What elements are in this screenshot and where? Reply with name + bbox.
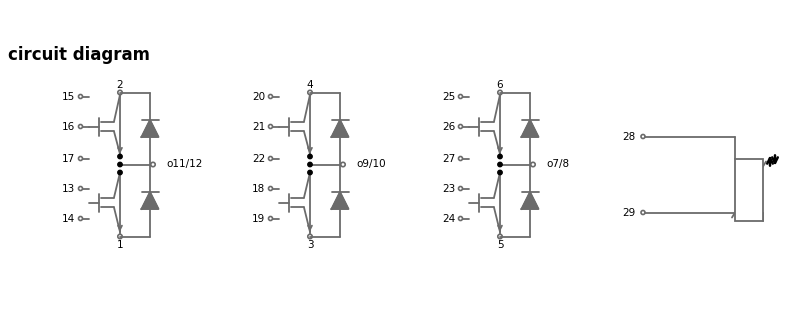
Text: 15: 15 xyxy=(62,92,76,101)
Text: o11/12: o11/12 xyxy=(166,160,202,169)
Text: 14: 14 xyxy=(62,213,76,224)
Text: 13: 13 xyxy=(62,183,76,194)
Text: 1: 1 xyxy=(117,240,123,249)
Text: 3: 3 xyxy=(307,240,313,249)
Circle shape xyxy=(118,170,122,175)
Circle shape xyxy=(498,162,503,167)
Circle shape xyxy=(308,162,312,167)
Text: o9/10: o9/10 xyxy=(356,160,386,169)
Text: circuit diagram: circuit diagram xyxy=(8,47,150,64)
Polygon shape xyxy=(141,120,159,137)
Text: 18: 18 xyxy=(252,183,266,194)
Text: o7/8: o7/8 xyxy=(546,160,569,169)
Circle shape xyxy=(498,170,503,175)
Polygon shape xyxy=(331,192,349,209)
Text: 25: 25 xyxy=(443,92,455,101)
Circle shape xyxy=(308,170,312,175)
Circle shape xyxy=(308,154,312,159)
Text: 6: 6 xyxy=(497,79,503,90)
Text: 27: 27 xyxy=(443,153,455,164)
Polygon shape xyxy=(331,120,349,137)
Text: 21: 21 xyxy=(252,122,266,131)
Text: 2: 2 xyxy=(117,79,123,90)
Text: 16: 16 xyxy=(62,122,76,131)
Text: 17: 17 xyxy=(62,153,76,164)
Circle shape xyxy=(118,162,122,167)
Text: 20: 20 xyxy=(252,92,266,101)
Polygon shape xyxy=(141,192,159,209)
Circle shape xyxy=(118,154,122,159)
Text: 24: 24 xyxy=(443,213,455,224)
Text: 28: 28 xyxy=(622,131,635,142)
Text: 26: 26 xyxy=(443,122,455,131)
Text: 4: 4 xyxy=(307,79,313,90)
Text: 19: 19 xyxy=(252,213,266,224)
Bar xyxy=(735,159,763,220)
Polygon shape xyxy=(522,192,539,209)
Text: 5: 5 xyxy=(497,240,503,249)
Text: 29: 29 xyxy=(622,207,635,218)
Polygon shape xyxy=(522,120,539,137)
Circle shape xyxy=(498,154,503,159)
Text: 23: 23 xyxy=(443,183,455,194)
Text: 22: 22 xyxy=(252,153,266,164)
